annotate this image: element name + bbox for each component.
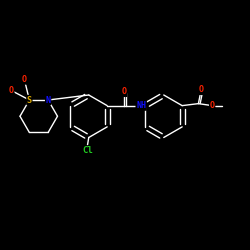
Text: O: O (122, 87, 127, 96)
Text: NH: NH (136, 101, 146, 110)
Text: O: O (198, 85, 203, 94)
Text: N: N (46, 96, 51, 104)
Text: O: O (210, 101, 215, 110)
Text: S: S (27, 96, 32, 104)
Text: Cl: Cl (82, 146, 93, 155)
Text: O: O (22, 75, 27, 84)
Text: O: O (9, 86, 14, 95)
